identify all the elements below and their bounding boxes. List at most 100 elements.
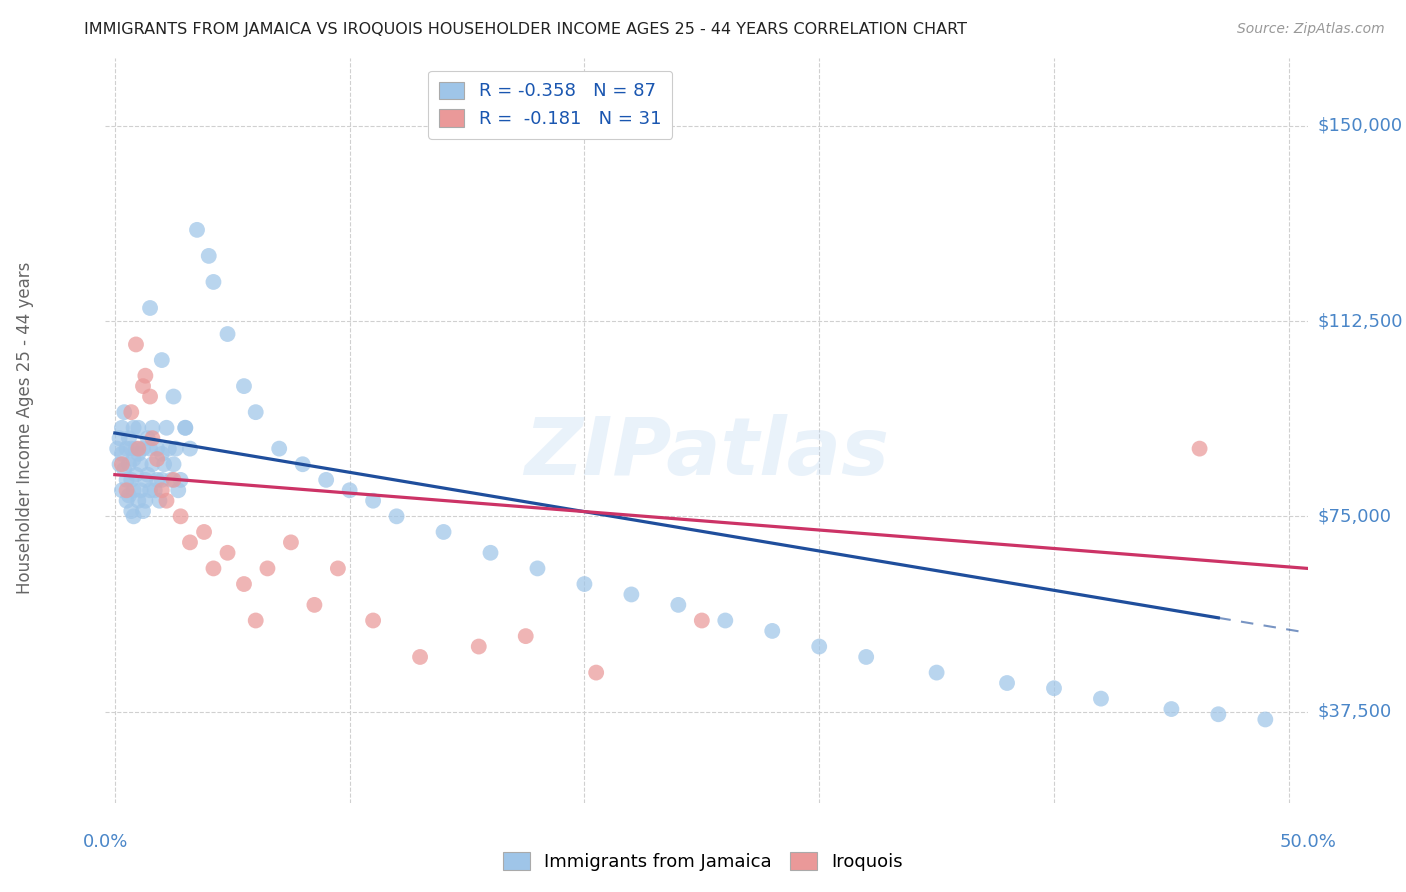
Text: ZIPatlas: ZIPatlas [524, 414, 889, 491]
Point [165, 442, 187, 456]
Text: Householder Income Ages 25 - 44 years: Householder Income Ages 25 - 44 years [17, 262, 34, 594]
Point [1043, 681, 1066, 696]
Point [174, 421, 197, 435]
Point [526, 561, 548, 575]
Point [153, 457, 176, 471]
Point [118, 431, 141, 445]
Point [111, 457, 134, 471]
Point [115, 483, 138, 498]
Point [139, 390, 162, 404]
Point [169, 509, 191, 524]
Point [162, 457, 184, 471]
Point [125, 467, 148, 482]
Point [136, 431, 159, 445]
Point [115, 442, 138, 456]
Point [233, 577, 256, 591]
Point [479, 546, 502, 560]
Point [111, 483, 134, 498]
Point [925, 665, 948, 680]
Text: 50.0%: 50.0% [1279, 833, 1336, 851]
Point [714, 614, 737, 628]
Point [1090, 691, 1112, 706]
Point [167, 483, 190, 498]
Point [134, 473, 156, 487]
Legend: R = -0.358   N = 87, R =  -0.181   N = 31: R = -0.358 N = 87, R = -0.181 N = 31 [429, 70, 672, 139]
Point [125, 442, 148, 456]
Point [179, 535, 201, 549]
Point [385, 509, 408, 524]
Point [136, 467, 159, 482]
Point [127, 421, 149, 435]
Point [120, 405, 142, 419]
Point [160, 473, 183, 487]
Point [139, 442, 162, 456]
Point [112, 462, 135, 476]
Point [115, 473, 138, 487]
Point [233, 379, 256, 393]
Point [202, 561, 225, 575]
Point [1188, 442, 1211, 456]
Point [202, 275, 225, 289]
Point [150, 483, 173, 498]
Point [515, 629, 537, 643]
Text: $112,500: $112,500 [1317, 312, 1403, 330]
Point [129, 457, 152, 471]
Point [122, 452, 145, 467]
Point [155, 493, 177, 508]
Point [186, 223, 208, 237]
Point [1208, 707, 1230, 722]
Point [134, 368, 156, 383]
Point [315, 473, 337, 487]
Point [112, 405, 135, 419]
Point [666, 598, 689, 612]
Point [995, 676, 1018, 690]
Point [127, 493, 149, 508]
Point [193, 524, 215, 539]
Point [361, 614, 384, 628]
Point [157, 442, 180, 456]
Point [132, 504, 155, 518]
Point [174, 421, 197, 435]
Point [280, 535, 302, 549]
Point [134, 493, 156, 508]
Point [162, 390, 184, 404]
Point [432, 524, 454, 539]
Point [269, 442, 291, 456]
Point [139, 301, 162, 315]
Point [146, 473, 169, 487]
Point [468, 640, 491, 654]
Point [197, 249, 219, 263]
Point [132, 379, 155, 393]
Point [105, 442, 128, 456]
Point [143, 483, 166, 498]
Point [108, 457, 131, 471]
Point [150, 473, 173, 487]
Point [1160, 702, 1182, 716]
Text: $75,000: $75,000 [1317, 508, 1392, 525]
Point [217, 326, 239, 341]
Point [808, 640, 831, 654]
Point [1254, 713, 1277, 727]
Point [245, 614, 267, 628]
Point [111, 421, 134, 435]
Point [155, 421, 177, 435]
Point [122, 509, 145, 524]
Point [139, 483, 162, 498]
Point [620, 587, 643, 601]
Point [120, 473, 142, 487]
Point [326, 561, 349, 575]
Point [122, 483, 145, 498]
Point [122, 421, 145, 435]
Point [690, 614, 713, 628]
Point [141, 431, 163, 445]
Point [141, 457, 163, 471]
Point [291, 457, 314, 471]
Text: Source: ZipAtlas.com: Source: ZipAtlas.com [1237, 22, 1385, 37]
Point [162, 473, 184, 487]
Text: $37,500: $37,500 [1317, 703, 1392, 721]
Point [574, 577, 596, 591]
Point [132, 442, 155, 456]
Point [127, 442, 149, 456]
Point [409, 650, 432, 665]
Point [120, 442, 142, 456]
